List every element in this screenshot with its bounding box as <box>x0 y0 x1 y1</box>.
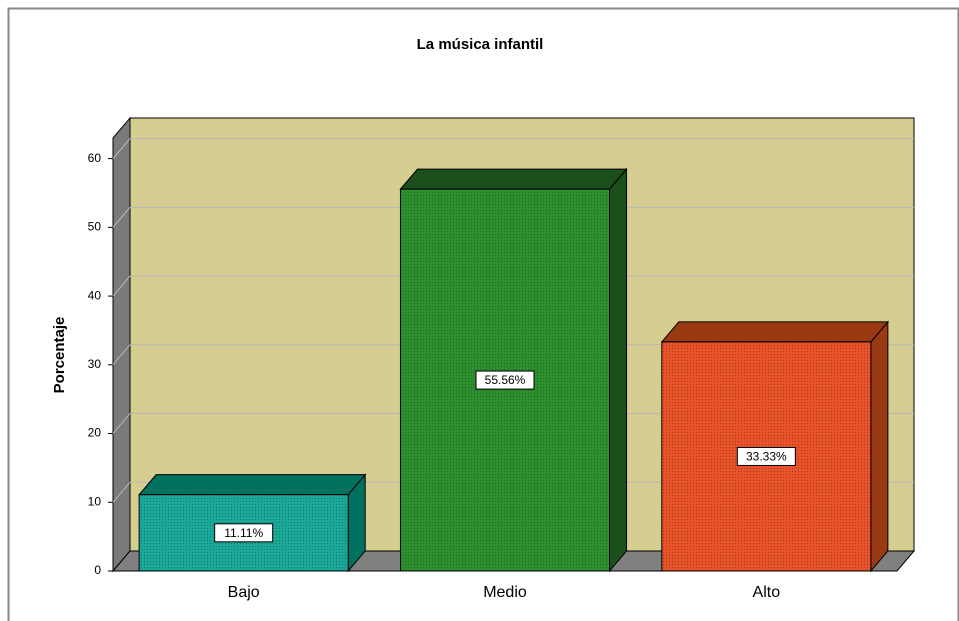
grid-line <box>112 207 131 228</box>
value-label-box <box>475 370 535 390</box>
y-tick-label: 0 <box>94 563 101 577</box>
y-axis-label: Porcentaje <box>51 317 68 394</box>
bar-top <box>660 321 889 343</box>
bar-top <box>138 474 367 496</box>
bar-top <box>399 168 628 190</box>
grid-line <box>112 275 131 297</box>
bar-side <box>609 167 628 573</box>
value-label: 55.56% <box>485 373 526 387</box>
grid-line <box>112 413 131 434</box>
x-tick-label: Bajo <box>228 584 260 601</box>
value-label: 11.11% <box>224 526 263 540</box>
bar-side <box>870 320 889 573</box>
value-label: 33.33% <box>746 450 787 464</box>
grid-line <box>112 481 131 503</box>
grid-line <box>112 138 131 159</box>
chart-title: La música infantil <box>417 36 544 53</box>
value-label-box <box>736 446 796 466</box>
y-tick-label: 50 <box>88 220 102 234</box>
y-tick-label: 30 <box>88 357 102 371</box>
y-tick-label: 10 <box>88 494 102 508</box>
y-tick-label: 20 <box>88 426 102 440</box>
grid-line <box>112 344 131 366</box>
value-label-box <box>214 523 274 543</box>
x-tick-label: Alto <box>753 584 781 601</box>
left-wall <box>112 116 131 573</box>
y-tick-label: 40 <box>88 288 102 302</box>
x-tick-label: Medio <box>483 584 527 601</box>
y-tick-label: 60 <box>88 151 102 165</box>
